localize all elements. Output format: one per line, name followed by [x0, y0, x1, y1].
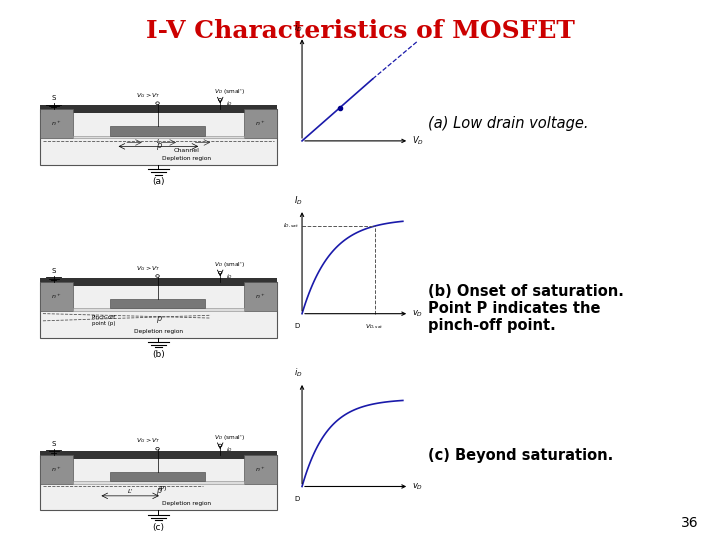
Text: $V_{D,sat}$: $V_{D,sat}$: [365, 323, 384, 331]
Text: Depletion region: Depletion region: [163, 501, 212, 506]
Text: $V_G > V_T$: $V_G > V_T$: [135, 91, 161, 100]
Bar: [40, 278, 277, 286]
Bar: [244, 455, 277, 484]
Text: $n^+$: $n^+$: [51, 119, 61, 128]
Text: Pinch-off
point (p): Pinch-off point (p): [92, 315, 116, 326]
Bar: [244, 109, 277, 138]
Text: $V_G > V_T$: $V_G > V_T$: [135, 264, 161, 273]
Bar: [110, 472, 204, 481]
Text: $n^+$: $n^+$: [256, 292, 266, 301]
Text: Depletion region: Depletion region: [163, 156, 212, 160]
Bar: [40, 455, 277, 510]
Text: $V_D$: $V_D$: [412, 134, 423, 147]
Text: Point P indicates the: Point P indicates the: [428, 301, 601, 316]
Text: $n^+$: $n^+$: [256, 119, 266, 128]
Text: (b): (b): [152, 350, 165, 359]
Text: I-V Characteristics of MOSFET: I-V Characteristics of MOSFET: [145, 19, 575, 43]
Text: $V_D$ (smal'): $V_D$ (smal'): [215, 260, 245, 269]
Bar: [40, 105, 277, 113]
Text: D: D: [294, 496, 300, 502]
Text: (c) Beyond saturation.: (c) Beyond saturation.: [428, 448, 613, 463]
Bar: [244, 282, 277, 311]
Text: (a) Low drain voltage.: (a) Low drain voltage.: [428, 116, 589, 131]
Bar: [40, 451, 277, 458]
Text: (c): (c): [153, 523, 164, 532]
Text: S: S: [52, 95, 56, 101]
Text: $i_D$: $i_D$: [294, 367, 302, 379]
Text: L': L': [127, 489, 132, 494]
Text: $n^+$: $n^+$: [51, 292, 61, 301]
Text: 36: 36: [681, 516, 698, 530]
Text: $i_D$: $i_D$: [226, 272, 233, 281]
Text: $i_D$: $i_D$: [226, 99, 233, 109]
Text: pinch-off point.: pinch-off point.: [428, 318, 556, 333]
Text: $v_D$: $v_D$: [412, 308, 423, 319]
Text: $I_D$: $I_D$: [294, 194, 302, 206]
Text: Channel: Channel: [174, 148, 200, 153]
Text: L: L: [157, 139, 160, 144]
Text: p: p: [156, 141, 161, 150]
Text: $V_D$ (smal'): $V_D$ (smal'): [215, 87, 245, 96]
Bar: [40, 455, 73, 484]
Text: $n^+$: $n^+$: [256, 465, 266, 474]
Bar: [110, 126, 204, 136]
Text: Depletion region: Depletion region: [134, 329, 183, 334]
Text: D: D: [294, 323, 300, 329]
Text: $i_D$: $i_D$: [294, 21, 302, 33]
Bar: [73, 136, 244, 138]
Text: $V_D$ (smal'): $V_D$ (smal'): [215, 433, 245, 442]
Bar: [40, 109, 277, 165]
Bar: [40, 282, 73, 311]
Text: (b) Onset of saturation.: (b) Onset of saturation.: [428, 284, 624, 299]
Bar: [40, 282, 277, 338]
Text: $i_D$: $i_D$: [226, 445, 233, 454]
Text: (a): (a): [152, 177, 165, 186]
Bar: [73, 308, 244, 311]
Text: S: S: [52, 268, 56, 274]
Text: $n^+$: $n^+$: [51, 465, 61, 474]
Text: $I_{D,sat}$: $I_{D,sat}$: [283, 222, 300, 230]
Text: (P): (P): [159, 485, 167, 490]
Text: p: p: [156, 487, 161, 495]
Text: $v_D$: $v_D$: [412, 481, 423, 492]
Bar: [73, 481, 244, 484]
Text: S: S: [52, 441, 56, 447]
Bar: [40, 109, 73, 138]
Bar: [110, 299, 204, 308]
Text: $V_G > V_T$: $V_G > V_T$: [135, 436, 161, 446]
Text: p: p: [156, 314, 161, 322]
